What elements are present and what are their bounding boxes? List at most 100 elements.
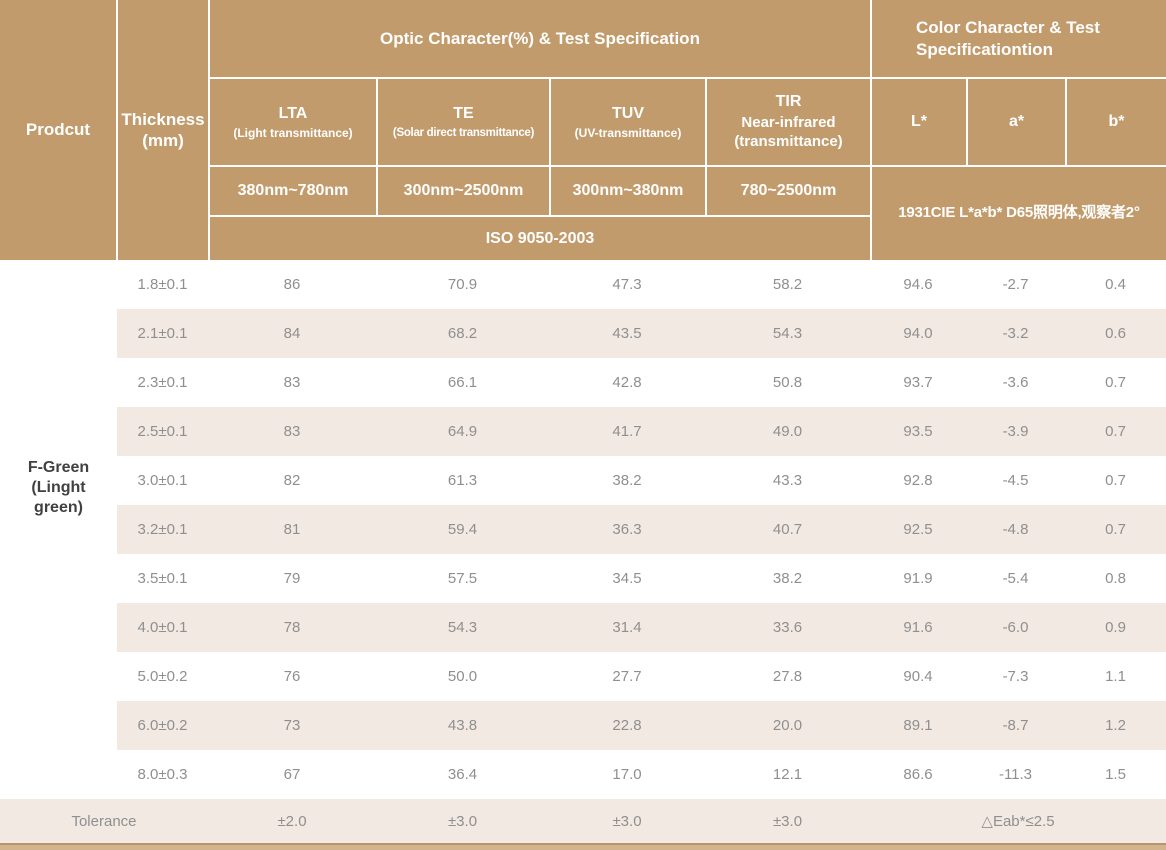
wavelength-range-lta: 380nm~780nm bbox=[210, 167, 376, 215]
product-column-spacer bbox=[0, 309, 117, 358]
cell-te: 70.9 bbox=[376, 260, 549, 309]
cell-te: 61.3 bbox=[376, 456, 549, 505]
cell-lta: 76 bbox=[208, 652, 376, 701]
cell-te: 43.8 bbox=[376, 701, 549, 750]
cell-tir: 49.0 bbox=[705, 407, 870, 456]
lta-abbr: LTA bbox=[278, 104, 308, 122]
cell-bstar: 0.7 bbox=[1065, 358, 1166, 407]
cell-lta: 82 bbox=[208, 456, 376, 505]
cell-tuv: 43.5 bbox=[549, 309, 705, 358]
product-column-spacer bbox=[0, 603, 117, 652]
tuv-desc: (UV-transmittance) bbox=[574, 125, 682, 140]
product-column-spacer bbox=[0, 701, 117, 750]
wavelength-range-tuv: 300nm~380nm bbox=[551, 167, 705, 215]
product-column-spacer bbox=[0, 260, 117, 309]
cell-astar: -7.3 bbox=[966, 652, 1065, 701]
cell-tir: 54.3 bbox=[705, 309, 870, 358]
product-column-spacer bbox=[0, 652, 117, 701]
cell-lta: 83 bbox=[208, 407, 376, 456]
cell-tir: 27.8 bbox=[705, 652, 870, 701]
cell-bstar: 0.4 bbox=[1065, 260, 1166, 309]
table-row: 3.0±0.1 82 61.3 38.2 43.3 92.8 -4.5 0.7 bbox=[0, 456, 1166, 505]
cell-lstar: 89.1 bbox=[870, 701, 966, 750]
table-row: 2.3±0.1 83 66.1 42.8 50.8 93.7 -3.6 0.7 bbox=[0, 358, 1166, 407]
cell-te: 64.9 bbox=[376, 407, 549, 456]
cell-lta: 86 bbox=[208, 260, 376, 309]
cell-tir: 12.1 bbox=[705, 750, 870, 799]
cell-te: 54.3 bbox=[376, 603, 549, 652]
cell-astar: -3.2 bbox=[966, 309, 1065, 358]
cell-astar: -11.3 bbox=[966, 750, 1065, 799]
cell-astar: -6.0 bbox=[966, 603, 1065, 652]
cell-lstar: 90.4 bbox=[870, 652, 966, 701]
cell-thickness: 6.0±0.2 bbox=[117, 701, 208, 750]
lta-desc: (Light transmittance) bbox=[233, 125, 353, 140]
tir-abbr: TIR bbox=[775, 93, 802, 111]
cell-tuv: 38.2 bbox=[549, 456, 705, 505]
thickness-column-header: Thickness (mm) bbox=[118, 0, 208, 260]
cell-astar: -2.7 bbox=[966, 260, 1065, 309]
column-header-te: TE (Solar direct transmittance) bbox=[378, 79, 549, 165]
cell-tir: 50.8 bbox=[705, 358, 870, 407]
cell-thickness: 5.0±0.2 bbox=[117, 652, 208, 701]
cell-tuv: 47.3 bbox=[549, 260, 705, 309]
product-column-spacer bbox=[0, 750, 117, 799]
product-column-header: Prodcut bbox=[0, 0, 116, 260]
color-test-standard: 1931CIE L*a*b* D65照明体,观察者2° bbox=[872, 167, 1166, 260]
cell-astar: -4.5 bbox=[966, 456, 1065, 505]
cell-bstar: 0.7 bbox=[1065, 505, 1166, 554]
cell-bstar: 1.2 bbox=[1065, 701, 1166, 750]
column-header-tuv: TUV (UV-transmittance) bbox=[551, 79, 705, 165]
cell-tuv: 17.0 bbox=[549, 750, 705, 799]
color-section-title: Color Character & Test Specificationtion bbox=[872, 0, 1166, 77]
cell-astar: -5.4 bbox=[966, 554, 1065, 603]
cell-bstar: 1.1 bbox=[1065, 652, 1166, 701]
column-header-tir: TIR Near-infrared (transmittance) bbox=[707, 79, 870, 165]
cell-lta: 79 bbox=[208, 554, 376, 603]
tolerance-row: Tolerance ±2.0 ±3.0 ±3.0 ±3.0 △Eab*≤2.5 bbox=[0, 799, 1166, 843]
cell-te: 68.2 bbox=[376, 309, 549, 358]
cell-lstar: 86.6 bbox=[870, 750, 966, 799]
table-header: Prodcut Thickness (mm) Optic Character(%… bbox=[0, 0, 1166, 260]
tuv-abbr: TUV bbox=[612, 104, 644, 122]
cell-tir: 43.3 bbox=[705, 456, 870, 505]
cell-lstar: 94.0 bbox=[870, 309, 966, 358]
cell-lta: 78 bbox=[208, 603, 376, 652]
te-desc: (Solar direct transmittance) bbox=[392, 126, 535, 139]
wavelength-range-tir: 780~2500nm bbox=[707, 167, 870, 215]
cell-thickness: 2.3±0.1 bbox=[117, 358, 208, 407]
product-column-spacer bbox=[0, 505, 117, 554]
cell-thickness: 2.1±0.1 bbox=[117, 309, 208, 358]
tolerance-tuv: ±3.0 bbox=[612, 812, 642, 830]
te-abbr: TE bbox=[453, 104, 474, 122]
cell-thickness: 8.0±0.3 bbox=[117, 750, 208, 799]
tolerance-te: ±3.0 bbox=[447, 812, 478, 830]
product-column-spacer bbox=[0, 358, 117, 407]
cell-tir: 38.2 bbox=[705, 554, 870, 603]
table-row: 1.8±0.1 86 70.9 47.3 58.2 94.6 -2.7 0.4 bbox=[0, 260, 1166, 309]
product-column-spacer bbox=[0, 554, 117, 603]
cell-bstar: 0.8 bbox=[1065, 554, 1166, 603]
column-header-lta: LTA (Light transmittance) bbox=[210, 79, 376, 165]
tir-desc: Near-infrared (transmittance) bbox=[734, 114, 843, 150]
cell-lstar: 93.5 bbox=[870, 407, 966, 456]
cell-thickness: 2.5±0.1 bbox=[117, 407, 208, 456]
cell-tuv: 31.4 bbox=[549, 603, 705, 652]
optic-test-standard: ISO 9050-2003 bbox=[210, 217, 870, 260]
cell-astar: -4.8 bbox=[966, 505, 1065, 554]
cell-thickness: 1.8±0.1 bbox=[117, 260, 208, 309]
column-header-bstar: b* bbox=[1067, 79, 1166, 165]
product-column-spacer bbox=[0, 407, 117, 456]
cell-lta: 67 bbox=[208, 750, 376, 799]
table-row: 3.5±0.1 79 57.5 34.5 38.2 91.9 -5.4 0.8 bbox=[0, 554, 1166, 603]
cell-bstar: 0.9 bbox=[1065, 603, 1166, 652]
table-body: 1.8±0.1 86 70.9 47.3 58.2 94.6 -2.7 0.4 … bbox=[0, 260, 1166, 799]
cell-bstar: 0.6 bbox=[1065, 309, 1166, 358]
cell-lstar: 93.7 bbox=[870, 358, 966, 407]
cell-te: 36.4 bbox=[376, 750, 549, 799]
cell-thickness: 3.0±0.1 bbox=[117, 456, 208, 505]
cell-te: 50.0 bbox=[376, 652, 549, 701]
cell-tuv: 27.7 bbox=[549, 652, 705, 701]
cell-bstar: 1.5 bbox=[1065, 750, 1166, 799]
